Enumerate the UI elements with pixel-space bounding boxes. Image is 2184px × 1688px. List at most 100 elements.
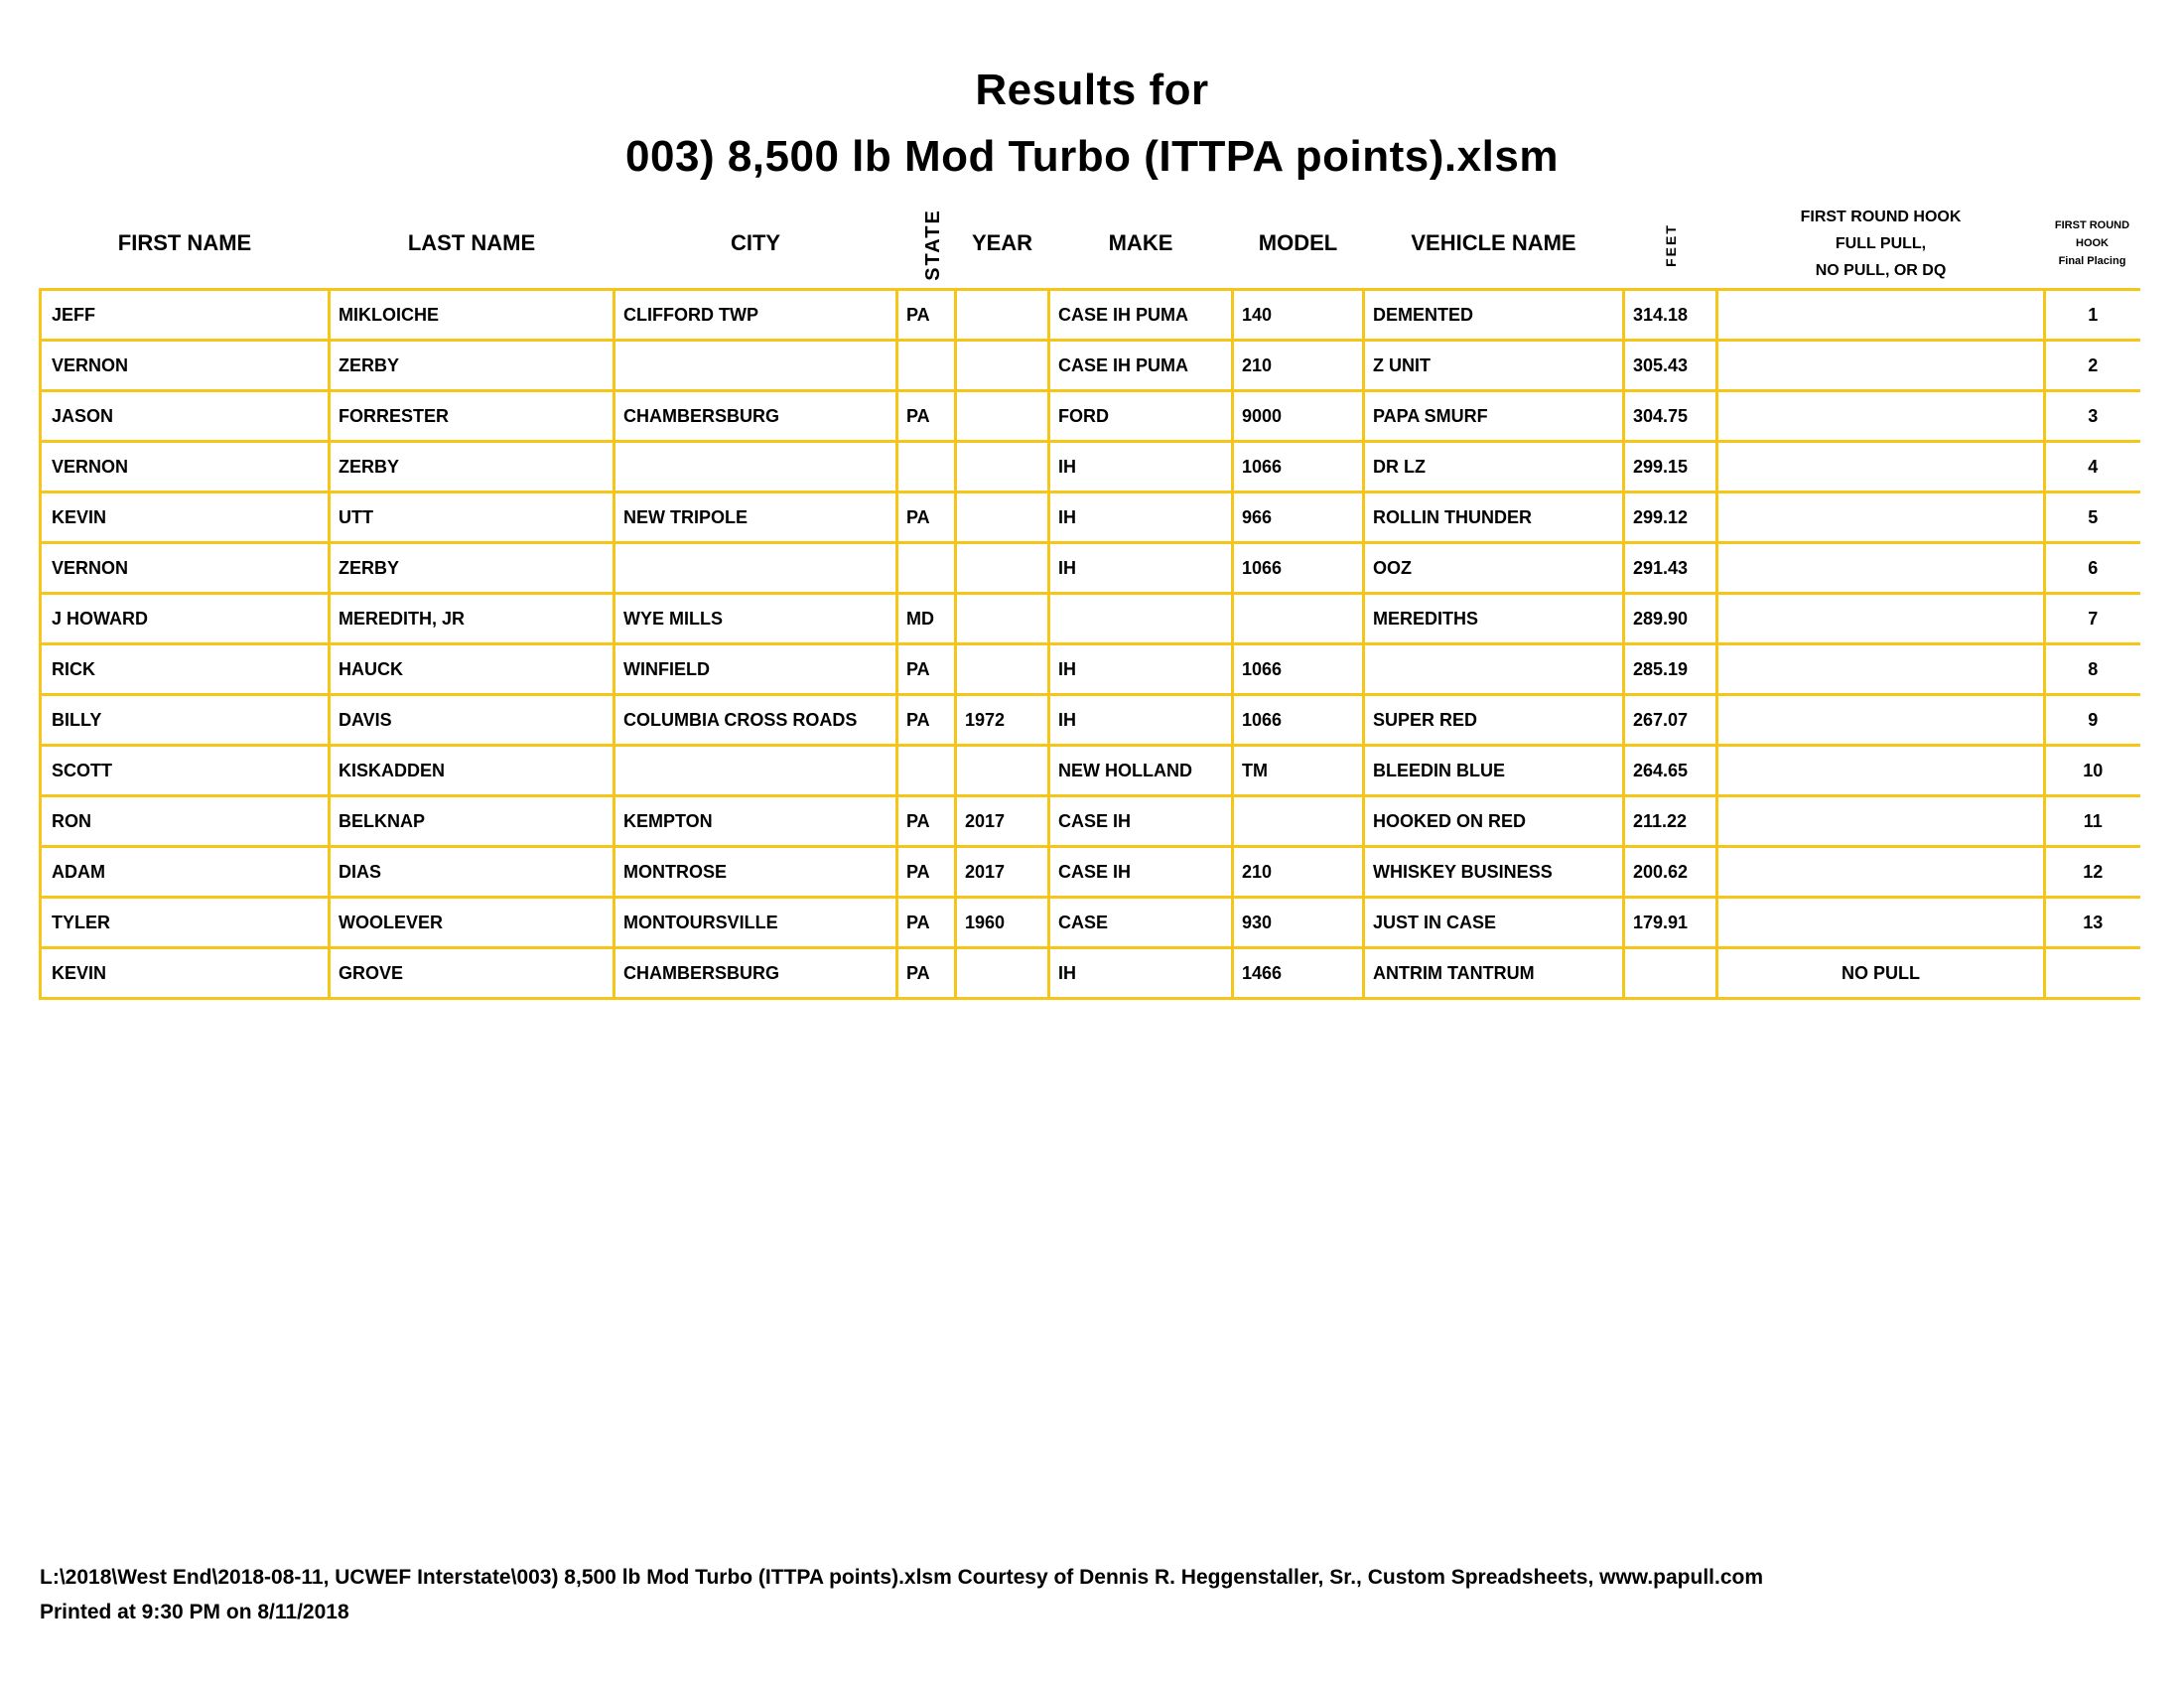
cell-final-placing: 8 bbox=[2043, 642, 2140, 696]
header-first-name: FIRST NAME bbox=[117, 230, 252, 255]
table-row: VERNON ZERBY IH 1066 OOZ 291.43 6 bbox=[39, 541, 2140, 595]
cell-hook-result bbox=[1715, 440, 2046, 493]
cell-city: CHAMBERSBURG bbox=[613, 389, 898, 443]
cell-final-placing: 6 bbox=[2043, 541, 2140, 595]
cell-hook-result bbox=[1715, 389, 2046, 443]
cell-make: FORD bbox=[1047, 389, 1234, 443]
cell-feet: 291.43 bbox=[1622, 541, 1718, 595]
cell-make: NEW HOLLAND bbox=[1047, 744, 1234, 797]
cell-final-placing: 11 bbox=[2043, 794, 2140, 848]
cell-year: 2017 bbox=[954, 794, 1050, 848]
table-row: ADAM DIAS MONTROSE PA 2017 CASE IH 210 WHISKEY … bbox=[39, 845, 2140, 899]
header-hook-line2: FULL PULL, bbox=[1835, 234, 1927, 252]
cell-last-name: DAVIS bbox=[328, 693, 615, 747]
cell-make: CASE IH PUMA bbox=[1047, 339, 1234, 392]
cell-vehicle-name: DR LZ bbox=[1362, 440, 1625, 493]
cell-first-name: RON bbox=[39, 794, 331, 848]
cell-make: CASE IH bbox=[1047, 794, 1234, 848]
results-table: FIRST NAME LAST NAME CITY STATE YEAR MAK… bbox=[39, 199, 2140, 1000]
cell-state: PA bbox=[895, 946, 957, 1000]
cell-last-name: BELKNAP bbox=[328, 794, 615, 848]
header-hook-line1: FIRST ROUND HOOK bbox=[1800, 208, 1962, 225]
cell-vehicle-name: BLEEDIN BLUE bbox=[1362, 744, 1625, 797]
cell-model bbox=[1231, 794, 1365, 848]
table-row: JASON FORRESTER CHAMBERSBURG PA FORD 9000 PAPA… bbox=[39, 389, 2140, 443]
cell-state: PA bbox=[895, 642, 957, 696]
cell-state bbox=[895, 339, 957, 392]
cell-final-placing: 4 bbox=[2043, 440, 2140, 493]
cell-feet: 314.18 bbox=[1622, 288, 1718, 342]
cell-hook-result bbox=[1715, 288, 2046, 342]
cell-first-name: VERNON bbox=[39, 440, 331, 493]
header-placing-line3: Final Placing bbox=[2058, 255, 2126, 267]
cell-final-placing: 2 bbox=[2043, 339, 2140, 392]
cell-model: 140 bbox=[1231, 288, 1365, 342]
footer-printed-at: Printed at 9:30 PM on 8/11/2018 bbox=[40, 1601, 349, 1623]
cell-city bbox=[613, 541, 898, 595]
cell-year bbox=[954, 491, 1050, 544]
table-row: SCOTT KISKADDEN NEW HOLLAND TM BLEEDIN BLUE 2… bbox=[39, 744, 2140, 797]
cell-last-name: ZERBY bbox=[328, 339, 615, 392]
cell-hook-result bbox=[1715, 845, 2046, 899]
cell-feet: 264.65 bbox=[1622, 744, 1718, 797]
cell-model: 9000 bbox=[1231, 389, 1365, 443]
cell-last-name: ZERBY bbox=[328, 541, 615, 595]
cell-first-name: JASON bbox=[39, 389, 331, 443]
cell-final-placing bbox=[2043, 946, 2140, 1000]
cell-last-name: FORRESTER bbox=[328, 389, 615, 443]
cell-state: PA bbox=[895, 845, 957, 899]
cell-model: 1466 bbox=[1231, 946, 1365, 1000]
cell-state: PA bbox=[895, 288, 957, 342]
table-row: BILLY DAVIS COLUMBIA CROSS ROADS PA 1972 IH 10… bbox=[39, 693, 2140, 747]
cell-model: 966 bbox=[1231, 491, 1365, 544]
cell-feet: 179.91 bbox=[1622, 896, 1718, 949]
header-last-name: LAST NAME bbox=[407, 230, 536, 255]
cell-final-placing: 7 bbox=[2043, 592, 2140, 645]
cell-last-name: MIKLOICHE bbox=[328, 288, 615, 342]
cell-hook-result bbox=[1715, 541, 2046, 595]
cell-final-placing: 3 bbox=[2043, 389, 2140, 443]
cell-city: CLIFFORD TWP bbox=[613, 288, 898, 342]
cell-make: IH bbox=[1047, 541, 1234, 595]
cell-city bbox=[613, 339, 898, 392]
cell-first-name: KEVIN bbox=[39, 946, 331, 1000]
cell-state: PA bbox=[895, 389, 957, 443]
cell-city: CHAMBERSBURG bbox=[613, 946, 898, 1000]
cell-model: 1066 bbox=[1231, 642, 1365, 696]
cell-model: TM bbox=[1231, 744, 1365, 797]
cell-final-placing: 9 bbox=[2043, 693, 2140, 747]
cell-year bbox=[954, 744, 1050, 797]
cell-year: 1972 bbox=[954, 693, 1050, 747]
header-placing-line1: FIRST ROUND bbox=[2054, 219, 2130, 231]
cell-model: 1066 bbox=[1231, 541, 1365, 595]
table-row: RICK HAUCK WINFIELD PA IH 1066 285.19 8 bbox=[39, 642, 2140, 696]
cell-city: KEMPTON bbox=[613, 794, 898, 848]
cell-last-name: GROVE bbox=[328, 946, 615, 1000]
header-make: MAKE bbox=[1108, 230, 1173, 255]
cell-vehicle-name: JUST IN CASE bbox=[1362, 896, 1625, 949]
cell-state bbox=[895, 440, 957, 493]
cell-vehicle-name: SUPER RED bbox=[1362, 693, 1625, 747]
cell-first-name: VERNON bbox=[39, 541, 331, 595]
cell-last-name: DIAS bbox=[328, 845, 615, 899]
cell-make: IH bbox=[1047, 491, 1234, 544]
cell-feet: 267.07 bbox=[1622, 693, 1718, 747]
cell-city bbox=[613, 744, 898, 797]
cell-make: CASE IH PUMA bbox=[1047, 288, 1234, 342]
cell-last-name: MEREDITH, JR bbox=[328, 592, 615, 645]
header-placing-line2: HOOK bbox=[2076, 237, 2109, 249]
cell-state: PA bbox=[895, 896, 957, 949]
cell-city: MONTROSE bbox=[613, 845, 898, 899]
cell-make: CASE IH bbox=[1047, 845, 1234, 899]
cell-first-name: J HOWARD bbox=[39, 592, 331, 645]
header-vehicle-name: VEHICLE NAME bbox=[1411, 230, 1576, 255]
cell-vehicle-name: MEREDITHS bbox=[1362, 592, 1625, 645]
table-row: J HOWARD MEREDITH, JR WYE MILLS MD MEREDITHS… bbox=[39, 592, 2140, 645]
cell-year bbox=[954, 642, 1050, 696]
cell-model: 930 bbox=[1231, 896, 1365, 949]
cell-year bbox=[954, 946, 1050, 1000]
page-title: Results for bbox=[975, 66, 1209, 114]
cell-year bbox=[954, 339, 1050, 392]
cell-final-placing: 12 bbox=[2043, 845, 2140, 899]
cell-state: PA bbox=[895, 794, 957, 848]
